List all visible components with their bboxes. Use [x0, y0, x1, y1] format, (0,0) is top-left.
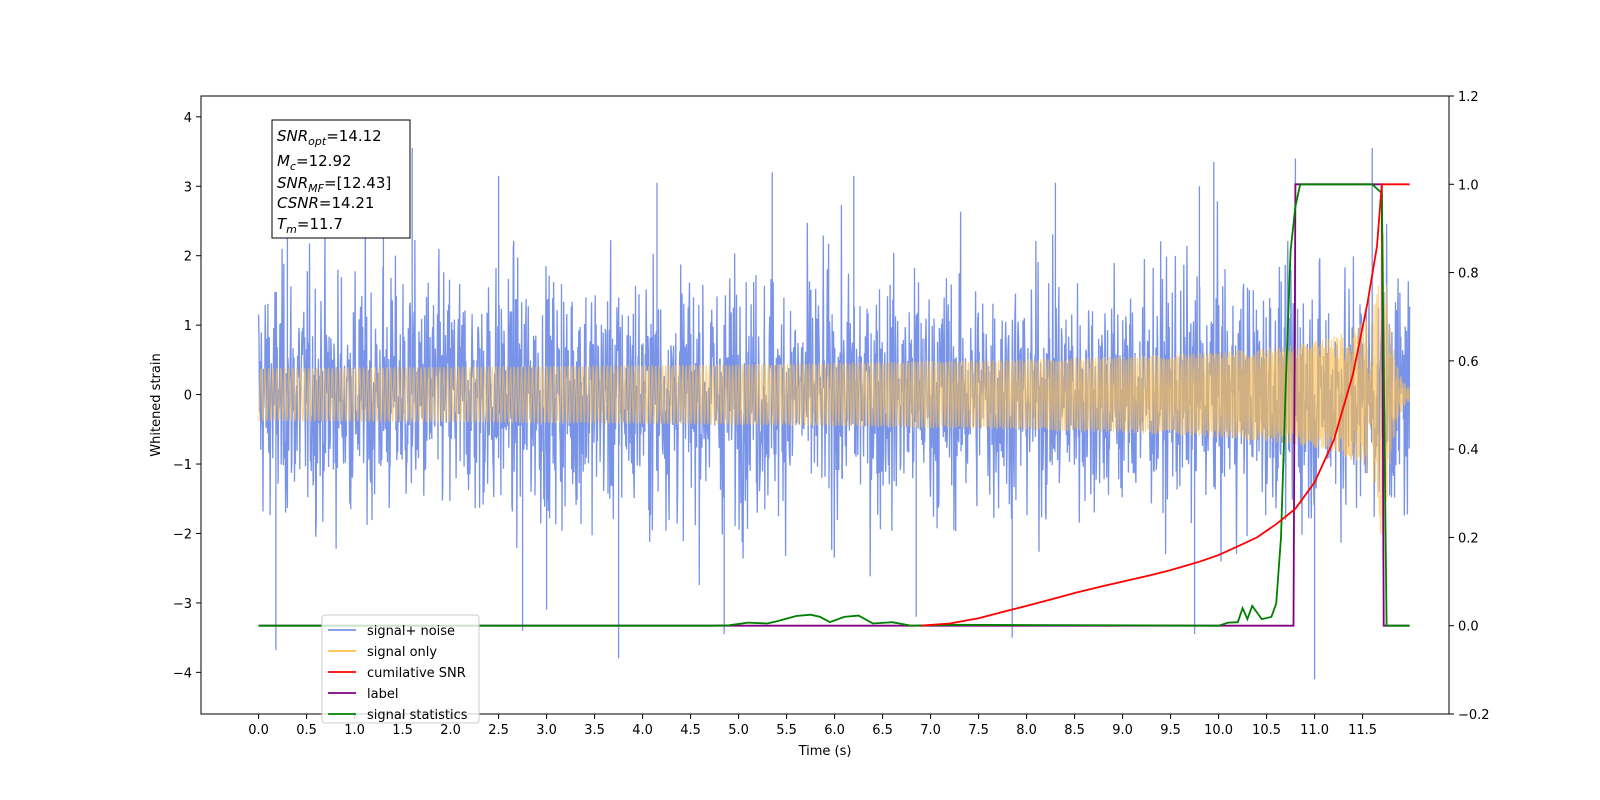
- x-tick-label: 3.5: [584, 723, 605, 738]
- legend: signal+ noise signal only cumilative SNR la…: [321, 614, 480, 724]
- svg-text:SNRMF=[12.43]: SNRMF=[12.43]: [277, 174, 391, 195]
- legend-label: cumilative SNR: [367, 666, 466, 681]
- x-tick-label: 10.5: [1252, 723, 1281, 738]
- x-tick-label: 7.5: [968, 723, 989, 738]
- svg-text:SNRopt=14.12: SNRopt=14.12: [277, 127, 382, 148]
- x-tick-label: 11.5: [1348, 723, 1377, 738]
- legend-label: signal+ noise: [367, 624, 455, 639]
- x-tick-label: 8.0: [1016, 723, 1037, 738]
- x-tick-label: 1.0: [344, 723, 365, 738]
- y-tick-label: −3: [173, 597, 192, 612]
- legend-label: signal statistics: [367, 708, 468, 723]
- x-tick-label: 10.0: [1204, 723, 1233, 738]
- x-tick-label: 0.0: [248, 723, 269, 738]
- legend-label: signal only: [367, 645, 437, 660]
- svg-text:Mc=12.92: Mc=12.92: [277, 152, 352, 173]
- y2-tick-label: 0.6: [1458, 355, 1479, 370]
- x-tick-label: 7.0: [920, 723, 941, 738]
- y-tick-label: 3: [184, 180, 192, 195]
- legend-label: label: [367, 687, 398, 702]
- x-tick-label: 6.0: [824, 723, 845, 738]
- x-tick-label: 5.5: [776, 723, 797, 738]
- x-tick-label: 4.5: [680, 723, 701, 738]
- y-tick-label: −4: [173, 666, 192, 681]
- x-tick-label: 0.5: [296, 723, 317, 738]
- x-tick-label: 2.5: [488, 723, 509, 738]
- x-tick-label: 4.0: [632, 723, 653, 738]
- y2-tick-label: 1.2: [1458, 90, 1479, 105]
- x-tick-label: 9.0: [1112, 723, 1133, 738]
- x-tick-label: 8.5: [1064, 723, 1085, 738]
- y2-tick-label: 0.0: [1458, 620, 1479, 635]
- y-axis-title: Whitened strain: [149, 353, 164, 456]
- y-tick-label: −1: [173, 458, 192, 473]
- x-tick-label: 6.5: [872, 723, 893, 738]
- y-tick-label: 0: [184, 389, 192, 404]
- y-tick-label: 2: [184, 250, 192, 265]
- y2-tick-label: 0.8: [1458, 267, 1479, 282]
- y2-tick-label: 0.4: [1458, 443, 1479, 458]
- y2-tick-label: −0.2: [1458, 708, 1490, 723]
- plot-frame: [200, 95, 1450, 715]
- annotation-box: SNRopt=14.12 Mc=12.92 SNRMF=[12.43] CSNR…: [271, 119, 411, 239]
- y-tick-label: 1: [184, 319, 192, 334]
- y2-tick-label: 0.2: [1458, 531, 1479, 546]
- y2-tick-label: 1.0: [1458, 178, 1479, 193]
- svg-text:CSNR=14.21: CSNR=14.21: [277, 194, 374, 212]
- y-tick-label: −2: [173, 527, 192, 542]
- x-tick-label: 11.0: [1300, 723, 1329, 738]
- x-tick-label: 5.0: [728, 723, 749, 738]
- x-tick-label: 3.0: [536, 723, 557, 738]
- y-tick-label: 4: [184, 111, 192, 126]
- svg-text:Tm=11.7: Tm=11.7: [277, 215, 343, 236]
- x-tick-label: 9.5: [1160, 723, 1181, 738]
- x-tick-label: 1.5: [392, 723, 413, 738]
- x-axis-title: Time (s): [798, 744, 852, 759]
- series-signal-statistics: [258, 183, 1410, 627]
- series-cumulative-snr: [920, 183, 1410, 627]
- series-signal-only: [258, 206, 1411, 567]
- x-tick-label: 2.0: [440, 723, 461, 738]
